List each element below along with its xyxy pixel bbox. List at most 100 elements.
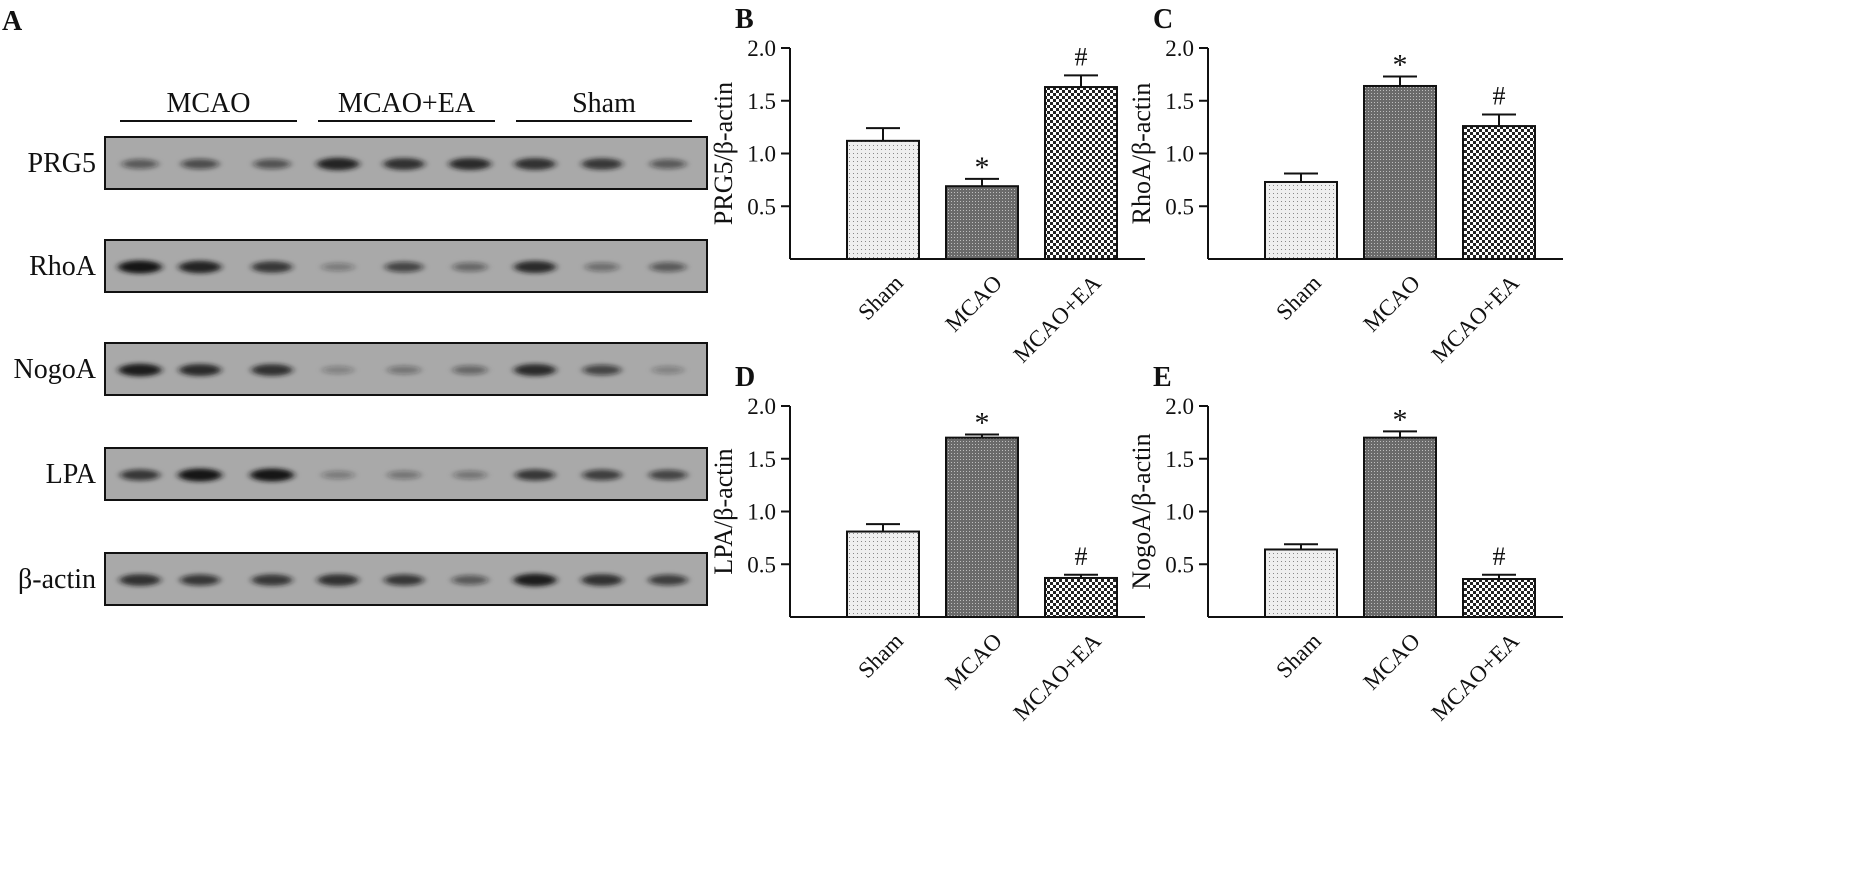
significance-mark: * <box>975 406 990 439</box>
bar-mcao <box>945 185 1019 260</box>
blot-row-3: LPA <box>46 447 708 501</box>
panel-letter: E <box>1153 362 1172 393</box>
significance-mark: # <box>1075 42 1088 71</box>
band-2 <box>251 574 293 586</box>
band-2 <box>250 468 294 482</box>
blot-label: NogoA <box>14 354 97 385</box>
y-tick-label: 0.5 <box>1165 552 1194 577</box>
blot-label: LPA <box>46 459 97 490</box>
blot-bands <box>118 260 687 274</box>
blot-bands <box>119 573 688 587</box>
bar-mcao-ea <box>1462 125 1536 260</box>
bar-chart-panels: B 0.5 1.0 1.5 2.0 PRG5/β-actin Sham * MCAO # MCAO+… <box>709 4 1563 726</box>
band-6 <box>513 573 557 587</box>
x-tick-label: MCAO+EA <box>1009 628 1107 726</box>
bar-sham <box>1264 180 1338 260</box>
bar-mcao-ea <box>1462 578 1536 619</box>
blot-row-1: RhoA <box>29 239 708 293</box>
band-6 <box>514 260 556 274</box>
y-tick-label: 1.5 <box>747 89 776 114</box>
blot-row-2: NogoA <box>14 342 708 396</box>
blot-bands <box>120 468 688 482</box>
band-8 <box>649 262 687 272</box>
x-tick-label: MCAO+EA <box>1009 270 1107 368</box>
bar-mcao-ea <box>1044 576 1118 619</box>
band-8 <box>651 366 685 374</box>
y-tick-label: 2.0 <box>747 36 776 61</box>
significance-mark: * <box>975 151 990 184</box>
significance-mark: # <box>1493 542 1506 571</box>
bar-sham <box>1264 548 1338 618</box>
panel-a-western-blot: A MCAO MCAO+EA Sham PRG5 RhoA NogoA LPA β-acti… <box>2 6 708 606</box>
band-8 <box>649 159 687 169</box>
blot-label: PRG5 <box>28 148 96 179</box>
blot-label: β-actin <box>18 564 96 595</box>
band-1 <box>178 468 222 482</box>
band-8 <box>648 469 688 481</box>
significance-mark: # <box>1493 81 1506 110</box>
band-6 <box>514 158 556 170</box>
band-0 <box>121 159 159 169</box>
bar-sham <box>846 139 920 260</box>
band-5 <box>452 262 488 272</box>
y-tick-label: 1.5 <box>747 447 776 472</box>
band-6 <box>515 469 555 481</box>
x-tick-label: Sham <box>853 270 908 325</box>
blot-rows: PRG5 RhoA NogoA LPA β-actin <box>14 136 708 606</box>
y-tick-label: 2.0 <box>1165 394 1194 419</box>
band-7 <box>582 364 622 376</box>
band-7 <box>581 574 623 586</box>
band-0 <box>118 260 162 274</box>
chart-c: C 0.5 1.0 1.5 2.0 RhoA/β-actin Sham * MCAO # MCAO+… <box>1127 4 1563 368</box>
bar-mcao <box>1363 84 1437 261</box>
blot-row-0: PRG5 <box>28 136 708 190</box>
bar-mcao <box>1363 436 1437 618</box>
y-tick-label: 1.5 <box>1165 447 1194 472</box>
y-tick-label: 0.5 <box>747 194 776 219</box>
band-2 <box>253 159 291 169</box>
band-7 <box>584 262 620 272</box>
band-7 <box>582 469 622 481</box>
significance-mark: * <box>1393 48 1408 81</box>
y-axis-label: RhoA/β-actin <box>1127 83 1156 225</box>
bar-sham <box>846 530 920 618</box>
band-1 <box>179 363 221 377</box>
group-headers: MCAO MCAO+EA Sham <box>120 88 692 122</box>
band-7 <box>581 158 623 170</box>
panel-a-letter: A <box>2 6 23 37</box>
x-tick-label: MCAO+EA <box>1427 270 1525 368</box>
y-axis-label: NogoA/β-actin <box>1127 433 1156 589</box>
y-tick-label: 2.0 <box>1165 36 1194 61</box>
x-tick-label: Sham <box>1271 628 1326 683</box>
blot-label: RhoA <box>29 251 97 282</box>
band-1 <box>181 158 219 170</box>
x-tick-label: Sham <box>1271 270 1326 325</box>
bar-mcao-ea <box>1044 86 1118 260</box>
y-tick-label: 2.0 <box>747 394 776 419</box>
band-6 <box>514 363 556 377</box>
band-4 <box>387 365 421 375</box>
y-tick-label: 1.0 <box>1165 500 1194 525</box>
band-5 <box>449 157 491 171</box>
band-3 <box>321 366 355 374</box>
band-0 <box>120 469 160 481</box>
bar-mcao <box>945 436 1019 618</box>
y-tick-label: 0.5 <box>1165 194 1194 219</box>
y-axis-label: PRG5/β-actin <box>709 82 738 225</box>
band-1 <box>178 260 222 274</box>
blot-bands <box>118 363 685 377</box>
y-axis-label: LPA/β-actin <box>709 448 738 574</box>
chart-e: E 0.5 1.0 1.5 2.0 NogoA/β-actin Sham * MCAO # MCAO… <box>1127 362 1563 726</box>
panel-letter: B <box>735 4 754 35</box>
band-5 <box>451 575 489 585</box>
panel-letter: D <box>735 362 755 393</box>
blot-bands <box>121 157 687 171</box>
group-label-0: MCAO <box>166 88 250 119</box>
panel-letter: C <box>1153 4 1173 35</box>
band-4 <box>383 158 425 170</box>
blot-row-4: β-actin <box>18 552 708 606</box>
band-3 <box>321 262 355 272</box>
band-5 <box>453 470 487 480</box>
significance-mark: # <box>1075 542 1088 571</box>
